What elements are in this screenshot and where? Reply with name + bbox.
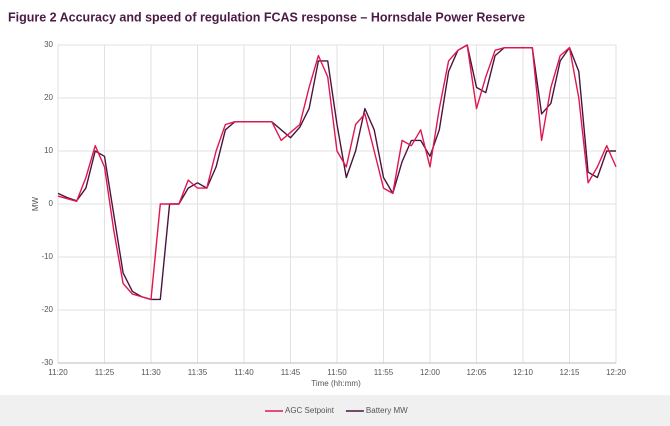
footer-band <box>0 395 670 426</box>
chart-title: Figure 2 Accuracy and speed of regulatio… <box>8 10 525 24</box>
legend-label: AGC Setpoint <box>285 406 335 415</box>
y-tick-label: 20 <box>44 93 53 102</box>
x-tick-label: 12:05 <box>466 368 487 377</box>
y-tick-label: -20 <box>41 305 53 314</box>
x-tick-label: 11:50 <box>327 368 347 377</box>
x-tick-label: 11:55 <box>374 368 394 377</box>
x-tick-label: 11:45 <box>281 368 301 377</box>
series-line <box>57 44 617 301</box>
x-tick-label: 11:25 <box>95 368 115 377</box>
y-tick-label: 0 <box>49 199 54 208</box>
y-tick-label: -30 <box>41 358 53 367</box>
x-tick-label: 12:15 <box>559 368 580 377</box>
x-tick-label: 11:35 <box>188 368 208 377</box>
x-tick-label: 12:10 <box>513 368 534 377</box>
y-tick-label: 30 <box>44 40 53 49</box>
y-tick-label: -10 <box>41 252 53 261</box>
x-axis-title: Time (hh:mm) <box>311 379 361 388</box>
x-tick-label: 12:20 <box>606 368 627 377</box>
y-axis-title: MW <box>31 196 40 211</box>
x-tick-label: 12:00 <box>420 368 441 377</box>
x-tick-label: 11:40 <box>234 368 254 377</box>
x-tick-label: 11:30 <box>141 368 161 377</box>
y-tick-label: 10 <box>44 146 53 155</box>
legend-label: Battery MW <box>366 406 408 415</box>
x-tick-label: 11:20 <box>48 368 68 377</box>
